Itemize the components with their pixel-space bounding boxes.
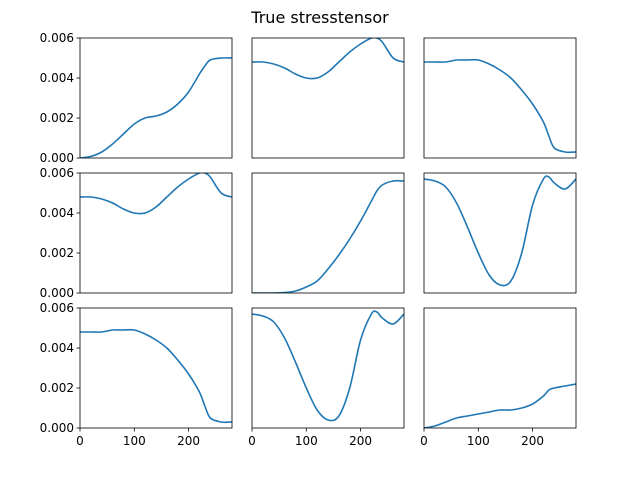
y-tick-label: 0.000 [40,151,74,165]
axes-frame [79,172,233,294]
y-tick-label: 0.006 [40,301,74,315]
x-tick-label: 0 [420,434,428,448]
y-tick-label: 0.004 [40,341,74,355]
subplot-2-2: 0 100 200 [420,307,577,448]
axes-frame [79,37,233,159]
x-tick-label: 200 [349,434,372,448]
series-line [252,310,404,422]
x-tick-label: 100 [123,434,146,448]
series-line [252,38,404,80]
subplot-1-1 [251,172,405,294]
series-line [80,328,232,424]
x-tick-label: 100 [467,434,490,448]
axes-frame [79,307,233,429]
series-line [80,57,232,158]
axes-frame [251,37,405,159]
axes-frame [251,172,405,294]
subplot-0-2 [423,37,577,159]
axes-frame [251,307,405,429]
subplot-2-0: 0.000 0.002 0.004 0.006 0 100 200 [40,301,233,448]
subplot-0-0: 0.000 0.002 0.004 0.006 [40,31,233,165]
y-tick-label: 0.004 [40,206,74,220]
x-tick-label: 0 [248,434,256,448]
x-tick-label: 0 [76,434,84,448]
chart-title: True stresstensor [250,8,389,27]
x-tick-label: 100 [295,434,318,448]
y-tick-label: 0.000 [40,286,74,300]
series-line [424,58,576,154]
series-line [424,383,576,428]
axes-frame [423,172,577,294]
y-tick-label: 0.000 [40,421,74,435]
series-line [80,173,232,215]
axes-frame [423,307,577,429]
subplot-2-1: 0 100 200 [248,307,405,448]
subplot-0-1 [251,37,405,159]
x-tick-label: 200 [177,434,200,448]
y-tick-label: 0.002 [40,111,74,125]
x-tick-label: 200 [521,434,544,448]
y-tick-label: 0.006 [40,166,74,180]
series-line [424,175,576,287]
y-tick-label: 0.002 [40,246,74,260]
y-tick-label: 0.002 [40,381,74,395]
y-tick-label: 0.004 [40,71,74,85]
axes-frame [423,37,577,159]
subplot-1-0: 0.000 0.002 0.004 0.006 [40,166,233,300]
y-tick-label: 0.006 [40,31,74,45]
subplot-1-2 [423,172,577,294]
subplot-grid: 0.0000.0020.0040.0060.0000.0020.0040.006… [40,31,577,448]
